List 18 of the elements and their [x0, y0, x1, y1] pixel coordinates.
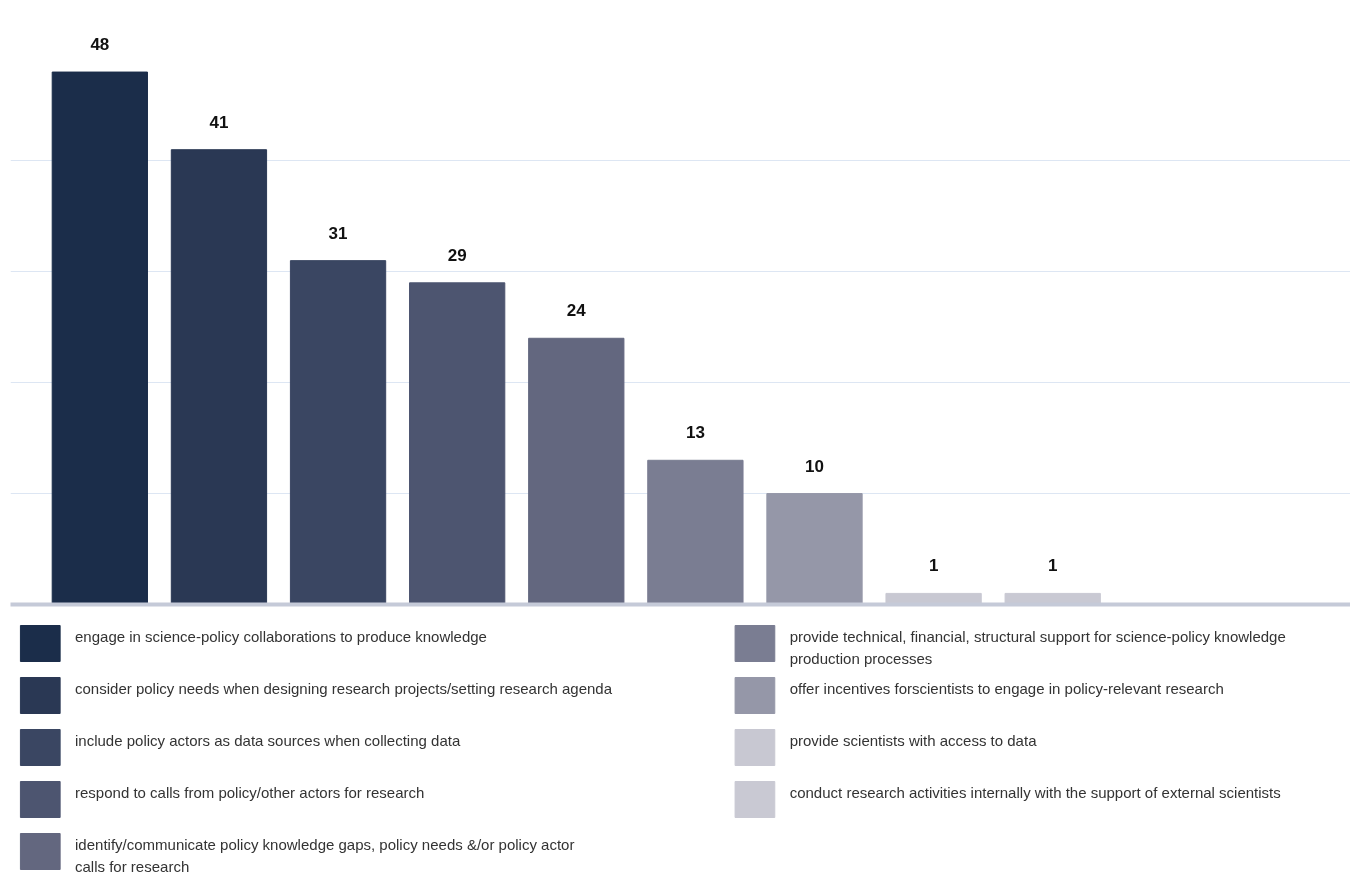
legend-label: conduct research activities internally with the support of external scientists: [789, 783, 1281, 801]
legend-label: engage in science-policy collaborations to produce knowledge: [75, 627, 487, 645]
data-label: 13: [685, 423, 705, 443]
data-label: 48: [90, 35, 110, 55]
legend-label: consider policy needs when designing research projects/setting research agenda: [75, 679, 613, 697]
data-label: 41: [209, 112, 229, 132]
legend-label: include policy actors as data sources when collecting data: [75, 731, 461, 749]
legend-label: respond to calls from policy/other actors for research: [75, 783, 425, 801]
legend-label: provide scientists with access to data: [789, 731, 1038, 749]
data-label: 1: [928, 556, 939, 576]
legend-label: offer incentives forscientists to engage in policy-relevant research: [789, 679, 1224, 697]
data-label: 24: [566, 301, 587, 321]
legend-label: provide technical, financial, structural support for science-policy knowledge production processes: [789, 627, 1286, 667]
data-label: 29: [447, 245, 467, 265]
data-label: 1: [1047, 556, 1058, 576]
data-label: 10: [805, 456, 824, 476]
data-label: 31: [328, 223, 348, 243]
legend-label: identify/communicate policy knowledge gaps, policy needs &/or policy actor calls for research: [75, 835, 575, 875]
